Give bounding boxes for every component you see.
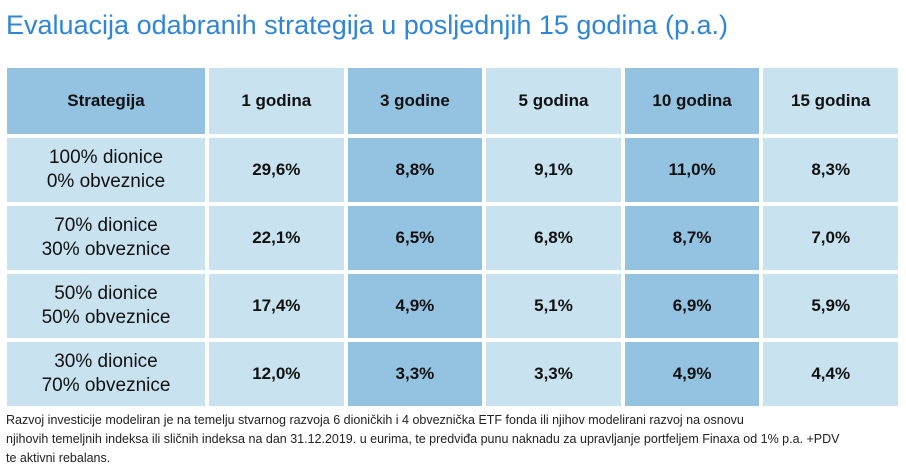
strategy-line: 50% obveznice: [41, 307, 171, 328]
value-cell: 4,4%: [763, 342, 898, 406]
value-cell: 8,3%: [763, 138, 898, 202]
value-cell: 11,0%: [624, 138, 760, 202]
value-cell: 6,9%: [624, 274, 760, 338]
strategy-line: 0% obveznice: [46, 171, 166, 192]
header-cell: Strategija: [7, 68, 205, 134]
value-cell: 7,0%: [763, 206, 898, 270]
value-cell: 5,1%: [486, 274, 621, 338]
title: Evaluacija odabranih strategija u poslje…: [6, 10, 728, 40]
strategy-line: 30% dionice: [54, 351, 158, 372]
strategy-line: 70% obveznice: [41, 375, 171, 396]
strategy-line: 50% dionice: [54, 283, 158, 304]
value-cell: 3,3%: [486, 342, 621, 406]
value-cell: 3,3%: [347, 342, 483, 406]
header-cell: 15 godina: [763, 68, 898, 134]
value-cell: 4,9%: [347, 274, 483, 338]
value-cell: 22,1%: [209, 206, 344, 270]
strategy-cell: 30% dionice 70% obveznice: [7, 342, 205, 406]
strategy-line: 70% dionice: [54, 215, 158, 236]
strategy-cell: 100% dionice 0% obveznice: [7, 138, 205, 202]
value-cell: 8,8%: [347, 138, 483, 202]
footnote-line: njihovih temeljnih indeksa ili sličnih i…: [6, 432, 840, 446]
strategy-cell: 70% dionice 30% obveznice: [7, 206, 205, 270]
header-cell: 5 godina: [486, 68, 621, 134]
header-cell: 1 godina: [209, 68, 344, 134]
value-cell: 12,0%: [209, 342, 344, 406]
value-cell: 6,8%: [486, 206, 621, 270]
value-cell: 29,6%: [209, 138, 344, 202]
strategy-line: 100% dionice: [48, 147, 164, 168]
results-table: Strategija 1 godina 3 godine 5 godina 10 god…: [7, 68, 898, 406]
value-cell: 8,7%: [624, 206, 760, 270]
value-cell: 6,5%: [347, 206, 483, 270]
header-cell: 10 godina: [624, 68, 760, 134]
value-cell: 5,9%: [763, 274, 898, 338]
value-cell: 4,9%: [624, 342, 760, 406]
value-cell: 9,1%: [486, 138, 621, 202]
strategy-line: 30% obveznice: [41, 239, 171, 260]
footnote-line: te aktivni rebalans.: [6, 451, 111, 465]
strategy-cell: 50% dionice 50% obveznice: [7, 274, 205, 338]
footnote: Razvoj investicije modeliran je na temel…: [6, 411, 840, 468]
value-cell: 17,4%: [209, 274, 344, 338]
header-cell: 3 godine: [347, 68, 483, 134]
footnote-line: Razvoj investicije modeliran je na temel…: [6, 413, 744, 427]
